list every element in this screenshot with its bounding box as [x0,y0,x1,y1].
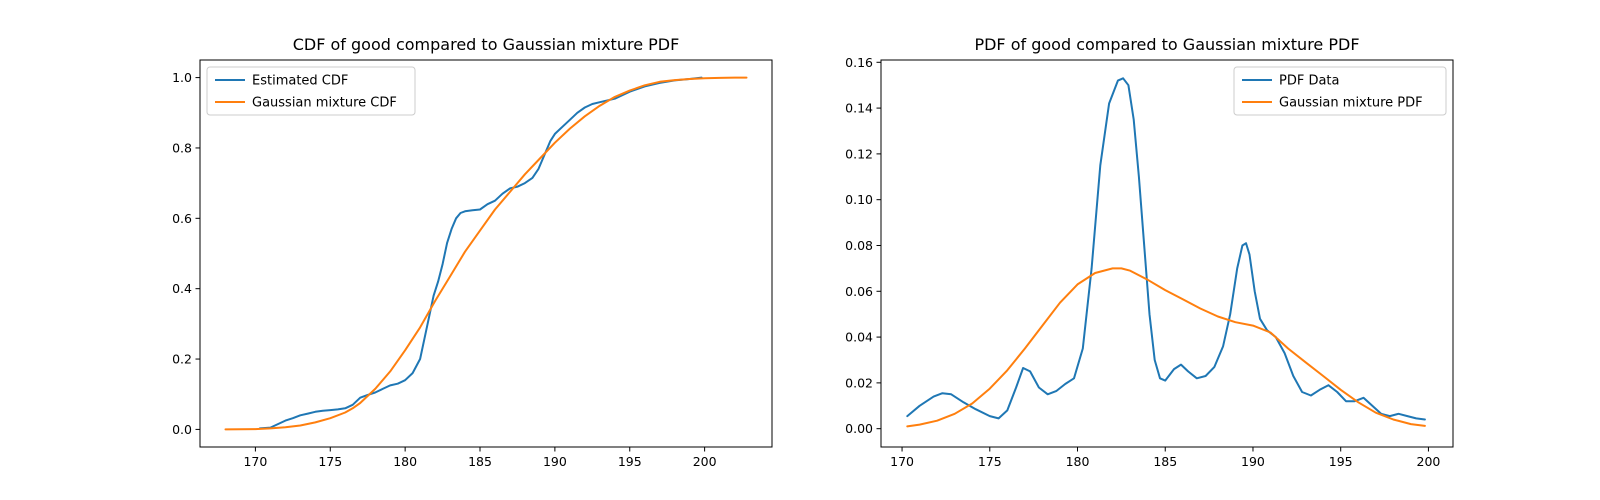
cdf-series-gmm-line [224,76,748,431]
cdf-y-tick-label: 1.0 [172,70,192,85]
pdf-y-tick-label: 0.10 [845,192,873,207]
cdf-y-axis: 0.0 0.2 0.4 0.6 0.8 1.0 [172,70,200,437]
pdf-x-tick-label: 195 [1329,454,1353,469]
cdf-x-axis: 170 175 180 185 190 195 200 [243,447,717,469]
cdf-axes-frame [199,59,773,448]
pdf-x-tick-label: 170 [890,454,914,469]
pdf-y-tick-label: 0.14 [845,101,873,116]
cdf-x-tick-label: 175 [318,454,342,469]
pdf-series-gmm-line [906,267,1426,428]
cdf-x-tick-label: 185 [468,454,492,469]
pdf-x-tick-label: 185 [1153,454,1177,469]
pdf-x-axis: 170 175 180 185 190 195 200 [890,447,1440,469]
pdf-x-tick-label: 200 [1417,454,1441,469]
cdf-legend-label-estimated: Estimated CDF [252,74,348,89]
pdf-legend-box [1233,66,1447,116]
pdf-legend-label-data: PDF Data [1279,74,1340,89]
cdf-panel: CDF of good compared to Gaussian mixture… [172,35,773,469]
cdf-y-tick-label: 0.0 [172,422,192,437]
pdf-x-tick-label: 180 [1066,454,1090,469]
pdf-y-tick-label: 0.00 [845,421,873,436]
pdf-legend: PDF Data Gaussian mixture PDF [1233,66,1447,116]
cdf-y-tick-label: 0.8 [172,140,192,155]
pdf-plot-area [906,77,1426,428]
cdf-y-tick-label: 0.2 [172,352,192,367]
pdf-series-primary-line [906,77,1426,421]
cdf-x-tick-label: 190 [543,454,567,469]
cdf-x-tick-label: 200 [693,454,717,469]
pdf-y-tick-label: 0.04 [845,330,873,345]
pdf-y-tick-label: 0.06 [845,284,873,299]
pdf-y-tick-label: 0.08 [845,238,873,253]
cdf-legend-label-gmm: Gaussian mixture CDF [252,96,397,111]
cdf-chart-title: CDF of good compared to Gaussian mixture… [293,35,680,54]
cdf-x-tick-label: 180 [393,454,417,469]
cdf-y-tick-label: 0.4 [172,281,192,296]
pdf-axes-frame [880,59,1454,448]
pdf-panel: PDF of good compared to Gaussian mixture… [845,35,1454,469]
cdf-x-tick-label: 170 [243,454,267,469]
cdf-plot-area [224,76,748,431]
cdf-series-primary-line [258,76,703,430]
cdf-y-tick-label: 0.6 [172,211,192,226]
pdf-legend-label-gmm: Gaussian mixture PDF [1279,96,1423,111]
cdf-legend-box [206,66,416,116]
pdf-y-tick-label: 0.02 [845,375,873,390]
pdf-y-tick-label: 0.16 [845,55,873,70]
pdf-x-tick-label: 175 [978,454,1002,469]
cdf-legend: Estimated CDF Gaussian mixture CDF [206,66,416,116]
cdf-x-tick-label: 195 [618,454,642,469]
pdf-chart-title: PDF of good compared to Gaussian mixture… [974,35,1359,54]
pdf-y-axis: 0.00 0.02 0.04 0.06 0.08 0.10 0.12 0.14 0.16 [845,55,881,436]
pdf-x-tick-label: 190 [1241,454,1265,469]
pdf-y-tick-label: 0.12 [845,146,873,161]
